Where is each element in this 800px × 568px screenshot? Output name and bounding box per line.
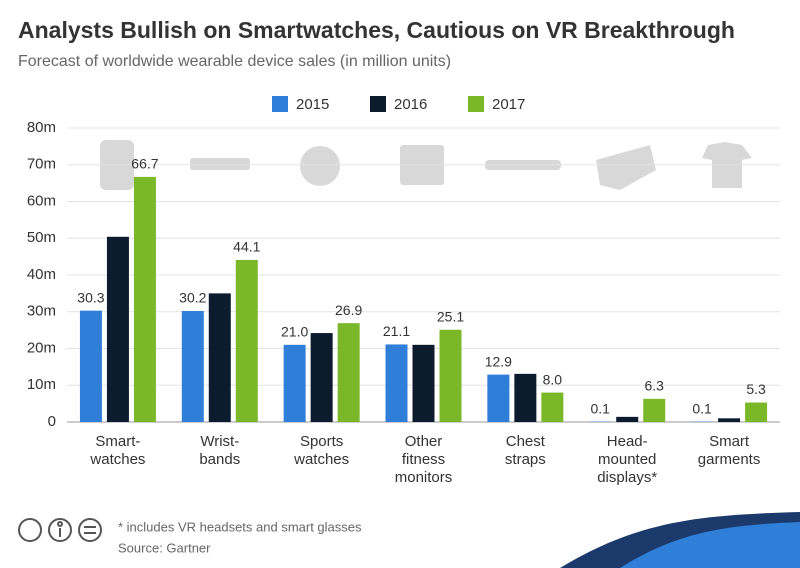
bar xyxy=(514,373,537,422)
bar xyxy=(385,344,408,422)
bar xyxy=(337,323,360,422)
bar xyxy=(541,392,564,422)
chart-title: Analysts Bullish on Smartwatches, Cautio… xyxy=(18,17,735,43)
bar xyxy=(745,402,768,422)
bar xyxy=(208,293,231,422)
bar xyxy=(79,310,102,422)
source: Source: Gartner xyxy=(118,540,211,555)
x-tick-label: Other fitness monitors xyxy=(395,433,453,486)
x-tick-label: Smart garments xyxy=(698,433,761,468)
y-tick-label: 40m xyxy=(27,266,56,283)
wave xyxy=(620,522,800,568)
value-label: 26.9 xyxy=(335,302,362,318)
bar xyxy=(616,416,639,422)
footnote: * includes VR headsets and smart glasses xyxy=(118,519,362,534)
value-label: 30.2 xyxy=(179,290,206,306)
value-label: 21.1 xyxy=(383,323,410,339)
bar xyxy=(133,176,156,422)
bar xyxy=(283,344,306,422)
license-icons xyxy=(18,518,102,542)
legend-swatch xyxy=(468,96,484,112)
y-tick-label: 10m xyxy=(27,376,56,393)
value-label: 5.3 xyxy=(746,381,766,397)
x-tick-label: Head-mounted displays* xyxy=(597,433,657,486)
value-label: 44.1 xyxy=(233,239,260,255)
value-label: 0.1 xyxy=(692,400,712,416)
legend-label: 2017 xyxy=(492,96,525,113)
value-label: 30.3 xyxy=(77,289,104,305)
y-tick-label: 70m xyxy=(27,156,56,173)
value-label: 8.0 xyxy=(543,371,563,387)
y-tick-label: 80m xyxy=(27,119,56,136)
value-label: 0.1 xyxy=(590,400,610,416)
value-label: 66.7 xyxy=(131,156,158,172)
bar xyxy=(106,236,129,422)
x-tick-label: Sports watches xyxy=(293,433,349,468)
bar xyxy=(235,259,258,422)
bar xyxy=(181,311,204,422)
value-label: 21.0 xyxy=(281,324,308,340)
y-tick-label: 50m xyxy=(27,229,56,246)
bar xyxy=(412,344,435,422)
y-tick-label: 30m xyxy=(27,303,56,320)
x-tick-label: Smart-watches xyxy=(89,433,145,468)
y-tick-label: 60m xyxy=(27,192,56,209)
chart-subtitle: Forecast of worldwide wearable device sa… xyxy=(18,53,451,70)
value-label: 6.3 xyxy=(644,378,664,394)
bar xyxy=(643,398,666,422)
x-tick-label: Chest straps xyxy=(505,433,546,468)
legend-swatch xyxy=(272,96,288,112)
bar xyxy=(439,329,462,422)
value-label: 25.1 xyxy=(437,308,464,324)
x-tick-label: Wrist-bands xyxy=(199,433,240,468)
y-tick-label: 0 xyxy=(48,413,56,430)
bar xyxy=(310,333,333,422)
bar xyxy=(718,418,741,422)
value-label: 12.9 xyxy=(485,353,512,369)
bar xyxy=(487,374,510,422)
legend-swatch xyxy=(370,96,386,112)
y-tick-label: 20m xyxy=(27,339,56,356)
legend-label: 2016 xyxy=(394,96,427,113)
legend-label: 2015 xyxy=(296,96,329,113)
